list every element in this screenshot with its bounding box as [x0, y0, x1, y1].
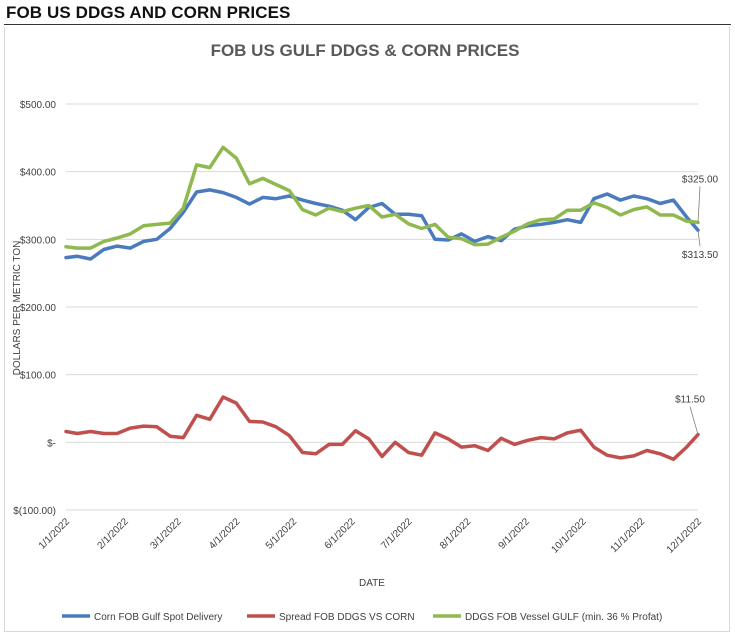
legend-label: Corn FOB Gulf Spot Delivery [94, 612, 222, 623]
series-lines [64, 145, 700, 462]
y-tick-label: $100.00 [20, 371, 57, 382]
series-line [64, 395, 700, 462]
data-label: $11.50 [675, 395, 705, 406]
grid-lines [66, 103, 698, 511]
x-tick-label: 1/1/2022 [37, 516, 73, 552]
x-tick-label: 2/1/2022 [95, 516, 131, 552]
x-axis-label: DATE [359, 578, 385, 589]
y-tick-label: $500.00 [20, 100, 57, 111]
chart-frame [4, 27, 730, 632]
data-label: $325.00 [682, 174, 719, 185]
annotation-leader [689, 406, 699, 435]
x-tick-label: 8/1/2022 [438, 516, 474, 552]
x-tick-label: 12/1/2022 [665, 516, 705, 556]
legend-label: DDGS FOB Vessel GULF (min. 36 % Profat) [465, 612, 662, 623]
legend: Corn FOB Gulf Spot Delivery Spread FOB DD… [62, 612, 662, 623]
x-axis-ticks: 1/1/2022 2/1/2022 3/1/2022 4/1/2022 5/1/2022… [37, 516, 705, 556]
chart-title: FOB US GULF DDGS & CORN PRICES [211, 41, 520, 60]
heading-divider [4, 24, 731, 25]
x-tick-label: 3/1/2022 [148, 516, 184, 552]
y-axis-ticks: $500.00 $400.00 $300.00 $200.00 $100.00 $- $(1… [13, 100, 56, 517]
x-tick-label: 10/1/2022 [549, 516, 589, 556]
x-tick-label: 11/1/2022 [609, 516, 648, 555]
x-tick-label: 9/1/2022 [497, 516, 533, 552]
y-axis-label: DOLLARS PER METRIC TON [12, 241, 23, 376]
y-tick-label: $300.00 [20, 235, 57, 246]
annotations: $325.00 $313.50 $11.50 [675, 174, 719, 435]
x-tick-label: 4/1/2022 [207, 516, 243, 552]
annotation-leader [697, 186, 701, 223]
page-heading: FOB US DDGS AND CORN PRICES [6, 3, 291, 22]
legend-label: Spread FOB DDGS VS CORN [279, 612, 415, 623]
annotation-leader [697, 230, 701, 247]
data-label: $313.50 [682, 250, 719, 261]
series-line [64, 145, 700, 250]
x-tick-label: 5/1/2022 [264, 516, 300, 552]
x-tick-label: 7/1/2022 [379, 516, 415, 552]
y-tick-label: $200.00 [20, 303, 57, 314]
x-tick-label: 6/1/2022 [323, 516, 359, 552]
series-line [64, 188, 700, 261]
y-tick-label: $- [47, 438, 56, 449]
y-tick-label: $400.00 [20, 168, 57, 179]
y-tick-label: $(100.00) [13, 506, 56, 517]
